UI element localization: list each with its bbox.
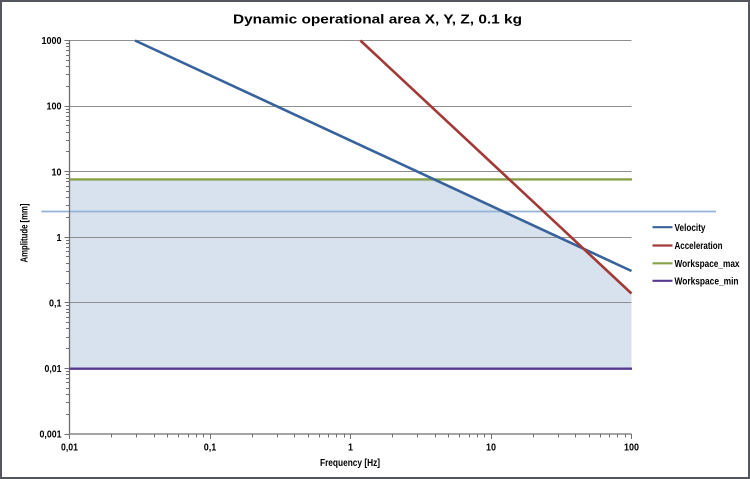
svg-text:Velocity: Velocity xyxy=(675,223,706,234)
svg-text:0,01: 0,01 xyxy=(45,364,62,375)
svg-text:0,01: 0,01 xyxy=(61,443,78,454)
svg-text:Workspace_max: Workspace_max xyxy=(675,259,740,270)
svg-text:10: 10 xyxy=(486,443,496,454)
svg-text:Acceleration: Acceleration xyxy=(675,241,723,252)
svg-text:Dynamic operational area X, Y,: Dynamic operational area X, Y, Z, 0.1 kg xyxy=(233,11,522,26)
svg-text:1: 1 xyxy=(348,443,353,454)
svg-text:100: 100 xyxy=(47,102,62,113)
svg-text:1000: 1000 xyxy=(42,36,62,47)
svg-text:0,001: 0,001 xyxy=(40,430,62,441)
svg-text:0,1: 0,1 xyxy=(204,443,217,454)
svg-text:Amplitude [mm]: Amplitude [mm] xyxy=(19,204,30,263)
svg-text:100: 100 xyxy=(624,443,639,454)
svg-text:Frequency [Hz]: Frequency [Hz] xyxy=(320,458,380,469)
svg-text:0,1: 0,1 xyxy=(49,298,62,309)
svg-text:Workspace_min: Workspace_min xyxy=(675,276,739,287)
svg-text:1: 1 xyxy=(57,233,62,244)
svg-text:10: 10 xyxy=(52,167,62,178)
